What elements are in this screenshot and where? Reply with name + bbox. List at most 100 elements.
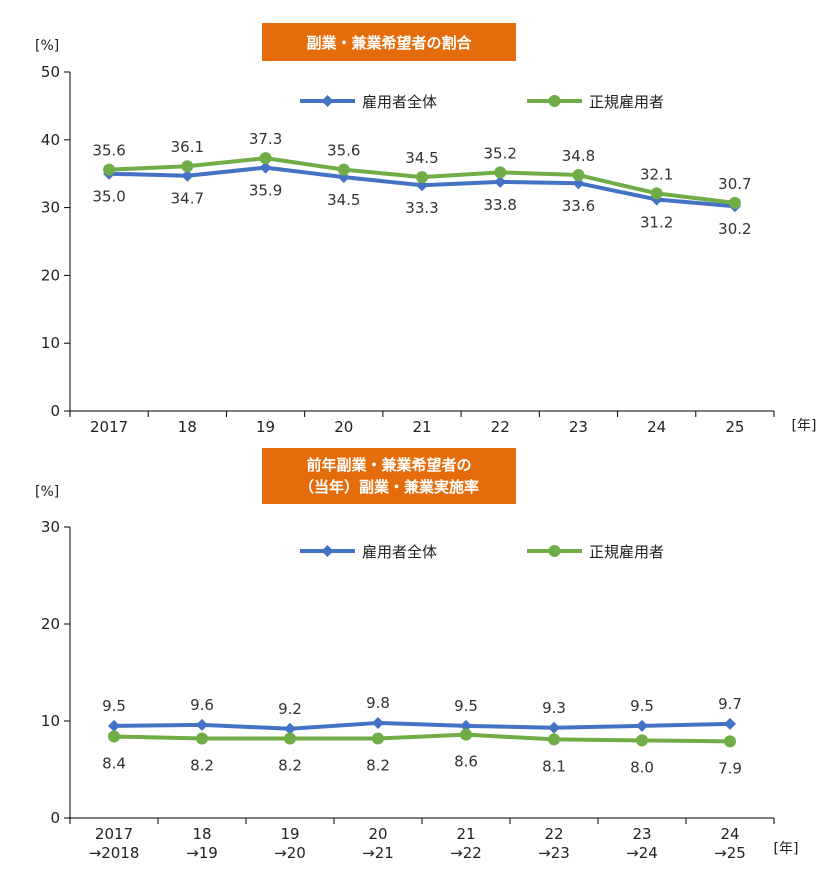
data-point-circle xyxy=(460,728,472,741)
y-tick-label: 30 xyxy=(41,199,60,217)
x-tick-label: 22 →23 xyxy=(538,825,570,862)
x-tick-label: 19 xyxy=(256,418,275,436)
data-label: 9.5 xyxy=(630,697,654,715)
x-tick-label-line: →19 xyxy=(186,844,218,862)
x-tick-label: 24 xyxy=(647,418,666,436)
x-tick-label-line: →21 xyxy=(362,844,394,862)
data-label: 33.6 xyxy=(562,197,595,215)
data-label: 34.5 xyxy=(327,191,360,209)
x-tick-label-line: 18 xyxy=(178,418,197,436)
x-tick-label-line: 22 xyxy=(491,418,510,436)
data-point-diamond xyxy=(108,719,120,732)
x-tick-label-line: 21 xyxy=(412,418,431,436)
x-axis-unit: [年] xyxy=(774,841,799,857)
x-tick-label-line: 19 xyxy=(256,418,275,436)
data-label: 34.7 xyxy=(171,190,204,208)
chart-1: 副業・兼業希望者の割合 0 10 20 30 40 50 [%] 2017 18 19 20 21 22 2… xyxy=(35,23,816,436)
data-point-circle xyxy=(181,160,194,173)
data-point-circle xyxy=(337,163,350,176)
x-tick-label: 24 →25 xyxy=(714,825,746,862)
data-point-diamond xyxy=(548,721,560,734)
chart-title: 前年副業・兼業希望者の （当年）副業・兼業実施率 xyxy=(299,456,479,496)
data-label: 8.2 xyxy=(366,756,390,774)
data-label: 35.6 xyxy=(92,142,125,160)
series-line-1 xyxy=(113,720,731,731)
legend-label: 正規雇用者 xyxy=(589,543,664,561)
x-tick-label-line: 21 xyxy=(456,825,475,843)
data-point-diamond xyxy=(259,161,272,174)
series-line-2 xyxy=(113,732,731,744)
x-tick-label-line: 2017 xyxy=(95,825,133,843)
y-axis-unit: [%] xyxy=(35,38,59,54)
data-label: 9.2 xyxy=(278,700,302,718)
data-point-diamond xyxy=(181,169,194,182)
x-tick-label: 23 xyxy=(569,418,588,436)
data-label: 9.5 xyxy=(454,697,478,715)
x-tick-label-line: →23 xyxy=(538,844,570,862)
data-point-circle xyxy=(372,732,384,745)
x-tick-label: 22 xyxy=(491,418,510,436)
x-axis-unit: [年] xyxy=(792,418,817,434)
data-label: 35.2 xyxy=(484,144,517,162)
data-point-diamond xyxy=(372,716,384,729)
data-point-diamond xyxy=(724,717,736,730)
y-tick-label: 20 xyxy=(41,266,60,284)
data-label: 37.3 xyxy=(249,130,282,148)
data-label: 34.8 xyxy=(562,147,595,165)
legend-marker-circle xyxy=(548,545,561,557)
x-tick-label-line: 23 xyxy=(632,825,651,843)
x-tick-label-line: 2017 xyxy=(90,418,128,436)
data-label: 7.9 xyxy=(718,759,742,777)
data-label: 32.1 xyxy=(640,165,673,183)
x-tick-label-line: 20 xyxy=(334,418,353,436)
y-tick-label: 0 xyxy=(50,809,60,827)
x-tick-label-line: 24 xyxy=(647,418,666,436)
data-label: 8.0 xyxy=(630,758,654,776)
data-label: 35.6 xyxy=(327,142,360,160)
data-label: 8.2 xyxy=(190,756,214,774)
data-label: 31.2 xyxy=(640,213,673,231)
data-label: 33.3 xyxy=(405,199,438,217)
data-point-diamond xyxy=(284,722,296,735)
legend-marker-circle xyxy=(548,95,561,107)
data-label: 8.1 xyxy=(542,757,566,775)
x-tick-label-line: →25 xyxy=(714,844,746,862)
chart-title-line: 前年副業・兼業希望者の xyxy=(306,456,471,474)
data-point-circle xyxy=(548,733,560,746)
x-tick-label: 20 →21 xyxy=(362,825,394,862)
data-label: 30.2 xyxy=(718,220,751,238)
data-point-diamond xyxy=(494,175,507,188)
chart-title-box xyxy=(262,23,516,61)
y-tick-label: 20 xyxy=(41,615,60,633)
data-label: 9.7 xyxy=(718,695,742,713)
data-point-circle xyxy=(196,732,208,745)
y-axis-unit: [%] xyxy=(35,484,59,500)
x-tick-label: 23 →24 xyxy=(626,825,658,862)
data-point-circle xyxy=(259,152,272,165)
x-tick-label-line: →24 xyxy=(626,844,658,862)
data-point-circle xyxy=(284,732,296,745)
data-label: 9.3 xyxy=(542,699,566,717)
data-point-circle xyxy=(572,169,585,182)
legend-marker-diamond xyxy=(321,95,334,107)
data-label: 36.1 xyxy=(171,138,204,156)
data-label: 34.5 xyxy=(405,149,438,167)
data-label: 9.6 xyxy=(190,696,214,714)
x-tick-label: 21 xyxy=(412,418,431,436)
data-point-circle xyxy=(724,735,736,748)
data-point-circle xyxy=(636,734,648,747)
chart-title-line: 副業・兼業希望者の割合 xyxy=(306,34,472,52)
data-point-circle xyxy=(494,166,507,179)
data-point-circle xyxy=(650,187,663,200)
x-tick-label-line: 24 xyxy=(720,825,739,843)
y-tick-label: 50 xyxy=(41,63,60,81)
data-point-diamond xyxy=(460,719,472,732)
data-label: 8.4 xyxy=(102,755,126,773)
x-tick-label: 2017 →2018 xyxy=(89,825,140,862)
y-tick-label: 40 xyxy=(41,131,60,149)
data-point-circle xyxy=(416,171,428,184)
data-point-diamond xyxy=(196,718,208,731)
legend-label: 正規雇用者 xyxy=(589,93,664,111)
